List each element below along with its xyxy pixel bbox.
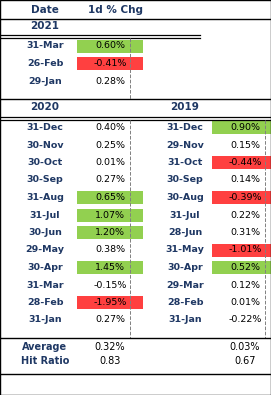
Text: 31-Jul: 31-Jul (30, 211, 60, 220)
Text: 0.65%: 0.65% (95, 193, 125, 202)
Text: 30-Apr: 30-Apr (27, 263, 63, 272)
Bar (77, 40, 143, 53)
Text: 2021: 2021 (31, 21, 60, 31)
Text: 31-Oct: 31-Oct (167, 158, 203, 167)
Bar (77, 191, 143, 204)
Text: 0.67: 0.67 (234, 357, 256, 367)
Text: 29-May: 29-May (25, 246, 64, 254)
Text: 30-Sep: 30-Sep (167, 175, 203, 184)
Bar (77, 226, 143, 239)
Text: -0.22%: -0.22% (228, 316, 262, 325)
Text: 1.07%: 1.07% (95, 211, 125, 220)
Text: 0.40%: 0.40% (95, 123, 125, 132)
Bar (212, 191, 271, 204)
Text: -0.41%: -0.41% (93, 59, 127, 68)
Text: 0.38%: 0.38% (95, 246, 125, 254)
Text: 31-Mar: 31-Mar (26, 41, 64, 51)
Text: 31-Jan: 31-Jan (168, 316, 202, 325)
Bar (77, 209, 143, 222)
Text: Average: Average (22, 342, 67, 352)
Text: 28-Feb: 28-Feb (27, 298, 63, 307)
Text: 2020: 2020 (31, 102, 60, 113)
Text: 29-Nov: 29-Nov (166, 141, 204, 149)
Text: 0.52%: 0.52% (230, 263, 260, 272)
Text: 0.01%: 0.01% (230, 298, 260, 307)
Text: 0.22%: 0.22% (230, 211, 260, 220)
Text: 26-Feb: 26-Feb (27, 59, 63, 68)
Text: 0.32%: 0.32% (95, 342, 125, 352)
Text: -0.44%: -0.44% (228, 158, 262, 167)
Text: -0.39%: -0.39% (228, 193, 262, 202)
Text: 31-Jan: 31-Jan (28, 316, 62, 325)
Bar (212, 261, 271, 274)
Text: 28-Feb: 28-Feb (167, 298, 203, 307)
Bar (77, 296, 143, 309)
Bar (77, 261, 143, 274)
Text: 0.03%: 0.03% (230, 342, 260, 352)
Text: 29-Mar: 29-Mar (166, 280, 204, 290)
Bar (212, 156, 271, 169)
Text: 30-Nov: 30-Nov (26, 141, 64, 149)
Text: 30-Aug: 30-Aug (166, 193, 204, 202)
Text: 0.28%: 0.28% (95, 77, 125, 85)
Text: Date: Date (31, 5, 59, 15)
Bar (212, 121, 271, 134)
Text: 30-Sep: 30-Sep (27, 175, 63, 184)
Text: 0.27%: 0.27% (95, 175, 125, 184)
Text: 1.20%: 1.20% (95, 228, 125, 237)
Text: 31-Jul: 31-Jul (170, 211, 200, 220)
Text: 0.25%: 0.25% (95, 141, 125, 149)
Text: 0.31%: 0.31% (230, 228, 260, 237)
Bar (77, 57, 143, 70)
Text: 31-Dec: 31-Dec (27, 123, 63, 132)
Text: 31-Dec: 31-Dec (167, 123, 204, 132)
Text: 31-Aug: 31-Aug (26, 193, 64, 202)
Text: 1.45%: 1.45% (95, 263, 125, 272)
Text: 0.83: 0.83 (99, 357, 121, 367)
Text: 28-Jun: 28-Jun (168, 228, 202, 237)
Text: -1.95%: -1.95% (93, 298, 127, 307)
Text: 0.14%: 0.14% (230, 175, 260, 184)
Text: Hit Ratio: Hit Ratio (21, 357, 69, 367)
Text: 0.27%: 0.27% (95, 316, 125, 325)
Text: 29-Jan: 29-Jan (28, 77, 62, 85)
Text: 0.90%: 0.90% (230, 123, 260, 132)
Text: 31-May: 31-May (166, 246, 204, 254)
Text: 0.01%: 0.01% (95, 158, 125, 167)
Text: 0.15%: 0.15% (230, 141, 260, 149)
Text: 30-Jun: 30-Jun (28, 228, 62, 237)
Text: 30-Apr: 30-Apr (167, 263, 203, 272)
Text: 0.60%: 0.60% (95, 41, 125, 51)
Text: 2019: 2019 (170, 102, 199, 113)
Text: 30-Oct: 30-Oct (27, 158, 63, 167)
Text: 1d % Chg: 1d % Chg (88, 5, 143, 15)
Text: 0.12%: 0.12% (230, 280, 260, 290)
Text: 31-Mar: 31-Mar (26, 280, 64, 290)
Text: -1.01%: -1.01% (228, 246, 262, 254)
Bar (212, 243, 271, 256)
Text: -0.15%: -0.15% (93, 280, 127, 290)
